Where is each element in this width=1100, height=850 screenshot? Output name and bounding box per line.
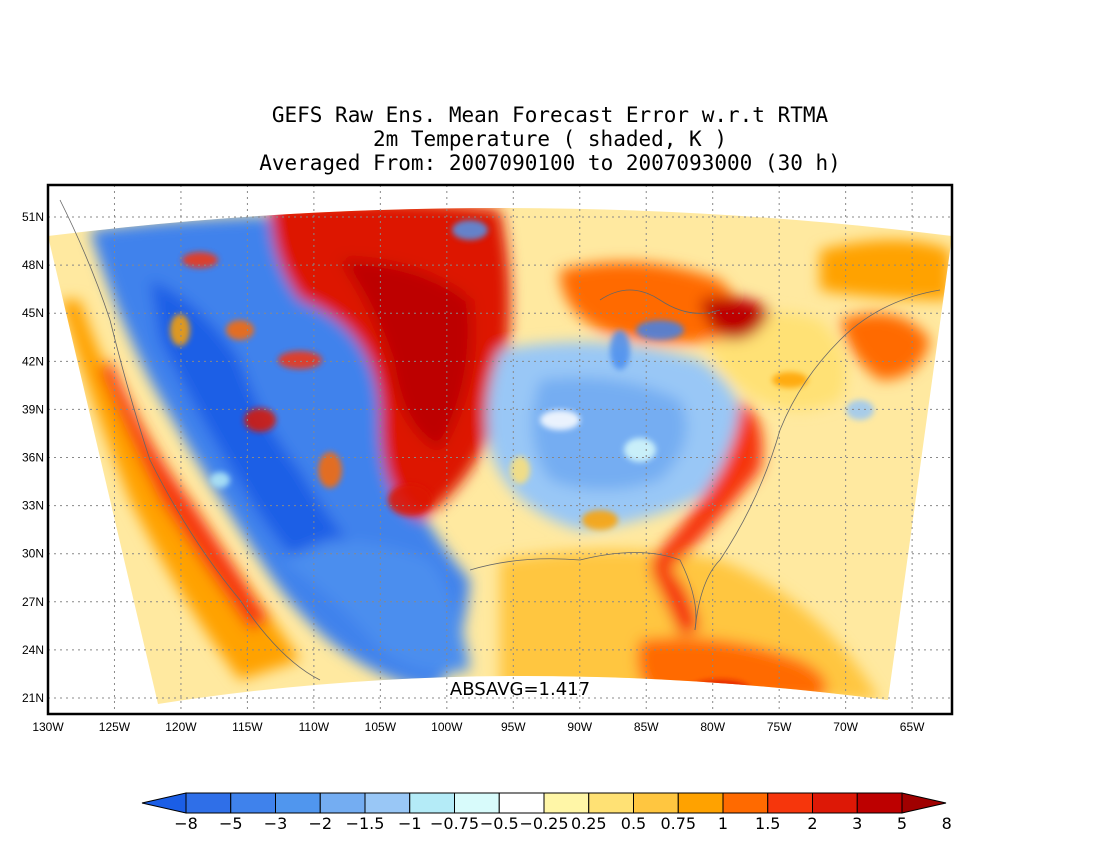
colorbar-label: 8 (942, 814, 952, 833)
colorbar-label: 0.75 (660, 814, 696, 833)
lat-label: 48N (22, 258, 44, 272)
colorbar-label: 1 (718, 814, 728, 833)
lon-label: 85W (634, 720, 659, 734)
colorbar-box (364, 792, 411, 814)
longitude-labels: 130W 125W 120W 115W 110W 105W 100W 95W 90W 85W 80W… (32, 720, 925, 734)
colorbar-label: 1.5 (755, 814, 780, 833)
coastlines (59, 199, 941, 681)
lon-label: 125W (99, 720, 131, 734)
lon-label: 95W (501, 720, 526, 734)
colorbar-label: −0.25 (519, 814, 568, 833)
colorbar-label: −8 (174, 814, 198, 833)
lat-label: 21N (22, 691, 44, 705)
latitude-labels: 51N 48N 45N 42N 39N 36N 33N 30N 27N 24N 21N (22, 210, 44, 705)
colorbar-label: −0.75 (430, 814, 479, 833)
colorbar-label: 0.25 (571, 814, 607, 833)
lat-label: 30N (22, 547, 44, 561)
colorbar-box (498, 792, 545, 814)
lon-label: 110W (299, 720, 330, 734)
colorbar-box (454, 792, 500, 814)
lat-label: 36N (22, 451, 44, 465)
colorbar-label: −0.5 (480, 814, 519, 833)
lat-label: 24N (22, 643, 44, 657)
title-line-3: Averaged From: 2007090100 to 2007093000 … (259, 151, 841, 175)
colorbar-label: −5 (219, 814, 243, 833)
lon-label: 105W (365, 720, 397, 734)
colorbar-arrow-low (141, 792, 187, 814)
colorbar-label: 2 (807, 814, 817, 833)
lon-label: 70W (833, 720, 858, 734)
title-line-2: 2m Temperature ( shaded, K ) (372, 127, 727, 151)
colorbar (141, 792, 947, 814)
absavg-label: ABSAVG=1.417 (450, 679, 590, 700)
colorbar-box (677, 792, 724, 814)
colorbar-label: 0.5 (621, 814, 646, 833)
lat-label: 45N (22, 306, 44, 320)
colorbar-label: −1 (398, 814, 422, 833)
lat-label: 42N (22, 354, 44, 368)
colorbar-box (185, 792, 232, 814)
colorbar-box (230, 792, 276, 814)
lon-label: 80W (700, 720, 725, 734)
colorbar-box (543, 792, 590, 814)
colorbar-box (767, 792, 813, 814)
lon-label: 100W (431, 720, 463, 734)
lat-label: 27N (22, 595, 44, 609)
colorbar-label: 5 (897, 814, 907, 833)
colorbar-label: −2 (308, 814, 332, 833)
shaded-field (48, 208, 952, 704)
lon-label: 120W (165, 720, 197, 734)
lon-label: 90W (567, 720, 592, 734)
colorbar-labels: −8 −5 −3 −2 −1.5 −1 −0.75 −0.5 −0.25 0.25 0.5 0.75 1… (174, 814, 952, 833)
colorbar-label: −3 (264, 814, 288, 833)
lon-label: 65W (900, 720, 925, 734)
colorbar-box (275, 792, 321, 814)
lat-label: 39N (22, 402, 44, 416)
colorbar-box (319, 792, 366, 814)
lat-label: 51N (22, 210, 44, 224)
colorbar-box (409, 792, 455, 814)
title-line-1: GEFS Raw Ens. Mean Forecast Error w.r.t … (271, 103, 829, 127)
colorbar-box (633, 792, 679, 814)
colorbar-box (722, 792, 769, 814)
colorbar-box (856, 792, 903, 814)
colorbar-box (812, 792, 858, 814)
lon-label: 75W (767, 720, 792, 734)
colorbar-label: −1.5 (346, 814, 385, 833)
lon-label: 130W (32, 720, 64, 734)
colorbar-box (588, 792, 634, 814)
lat-label: 33N (22, 499, 44, 513)
colorbar-arrow-high (901, 792, 947, 814)
map-frame (46, 183, 954, 716)
lon-label: 115W (232, 720, 263, 734)
colorbar-label: 3 (852, 814, 862, 833)
